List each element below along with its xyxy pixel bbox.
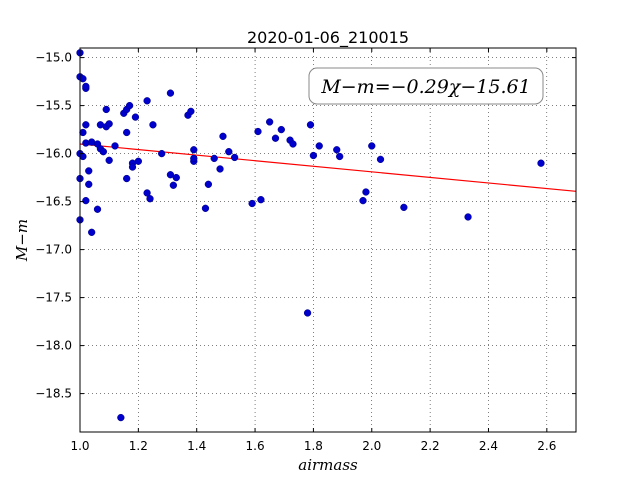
fit-equation-box: M−m=−0.29χ−15.61 — [308, 67, 544, 105]
data-point — [265, 118, 274, 126]
data-point — [123, 174, 131, 183]
data-point — [537, 159, 545, 167]
y-axis-label: M−m — [13, 219, 31, 262]
x-tick-label: 2.0 — [362, 439, 381, 453]
data-point — [111, 142, 119, 150]
x-tick-label: 1.6 — [246, 439, 265, 453]
data-point — [254, 127, 262, 136]
data-point — [143, 189, 151, 197]
data-point — [169, 181, 178, 189]
data-point — [289, 140, 297, 148]
data-point — [303, 309, 312, 317]
data-point — [79, 128, 87, 137]
data-point — [102, 105, 110, 114]
x-tick-label: 1.2 — [129, 439, 148, 453]
data-point — [376, 155, 385, 164]
data-point — [400, 203, 408, 212]
x-tick-label: 1.0 — [70, 439, 89, 453]
data-point — [146, 195, 154, 203]
grid-lines — [80, 48, 576, 432]
data-point — [82, 121, 90, 129]
y-tick-label: −16.0 — [35, 147, 72, 161]
data-point — [82, 196, 90, 205]
data-point — [85, 180, 93, 188]
data-point — [190, 154, 198, 163]
data-point — [123, 128, 131, 137]
data-point — [464, 213, 472, 221]
fit-equation: M−m=−0.29χ−15.61 — [320, 76, 530, 98]
y-tick-label: −16.5 — [35, 195, 72, 209]
data-point — [143, 97, 151, 105]
data-point — [204, 180, 213, 188]
x-axis-label: airmass — [298, 456, 358, 474]
y-tick-label: −18.5 — [35, 387, 72, 401]
data-point — [158, 149, 166, 158]
x-tick-label: 2.2 — [421, 439, 440, 453]
x-tick-label: 1.8 — [304, 439, 323, 453]
data-point — [216, 165, 224, 173]
data-point — [190, 146, 198, 154]
data-point — [125, 101, 134, 110]
y-tick-label: −17.5 — [35, 291, 72, 305]
data-point — [134, 157, 143, 165]
data-point — [166, 89, 175, 97]
x-tick-label: 2.6 — [537, 439, 556, 453]
data-point — [172, 173, 180, 182]
data-point — [248, 199, 256, 208]
data-point — [271, 134, 280, 142]
y-tick-label: −18.0 — [35, 339, 72, 353]
x-tick-label: 1.4 — [187, 439, 206, 453]
data-point — [230, 153, 239, 162]
data-point — [88, 228, 96, 236]
data-point — [105, 156, 113, 164]
plot-frame — [79, 47, 577, 433]
data-point — [93, 205, 102, 213]
data-point — [315, 142, 323, 150]
fit-line-group — [79, 143, 577, 192]
data-point — [131, 113, 140, 121]
data-point — [219, 132, 227, 140]
x-tick-label: 2.4 — [479, 439, 498, 453]
y-tick-label: −15.0 — [35, 51, 72, 65]
data-point — [149, 121, 157, 129]
data-point — [201, 204, 210, 212]
fit-line — [79, 143, 577, 192]
data-point — [85, 167, 93, 175]
data-point — [79, 75, 87, 83]
data-point — [166, 171, 175, 179]
data-point — [368, 142, 376, 150]
data-point — [277, 125, 285, 134]
y-tick-label: −15.5 — [35, 99, 72, 113]
data-point — [309, 151, 318, 160]
data-point — [210, 154, 218, 163]
data-point — [362, 188, 370, 196]
data-point — [99, 148, 107, 156]
data-point — [187, 107, 195, 116]
data-point — [117, 413, 125, 422]
data-point — [105, 120, 113, 128]
chart-title: 2020-01-06_210015 — [247, 28, 409, 48]
x-axis-ticks: 1.0 1.2 1.4 1.6 1.8 2.0 2.2 2.4 2.6 — [70, 48, 556, 453]
y-tick-label: −17.0 — [35, 243, 72, 257]
data-point — [359, 196, 367, 205]
y-axis-ticks: −15.0 −15.5 −16.0 −16.5 −17.0 −17.5 −18.0 −18.5 — [35, 51, 576, 401]
data-points — [76, 49, 545, 422]
data-point — [306, 121, 315, 129]
data-point — [82, 82, 90, 91]
data-point — [333, 146, 341, 154]
data-point — [336, 152, 344, 161]
data-point — [257, 196, 265, 204]
data-point — [128, 163, 137, 171]
data-point — [225, 148, 233, 156]
